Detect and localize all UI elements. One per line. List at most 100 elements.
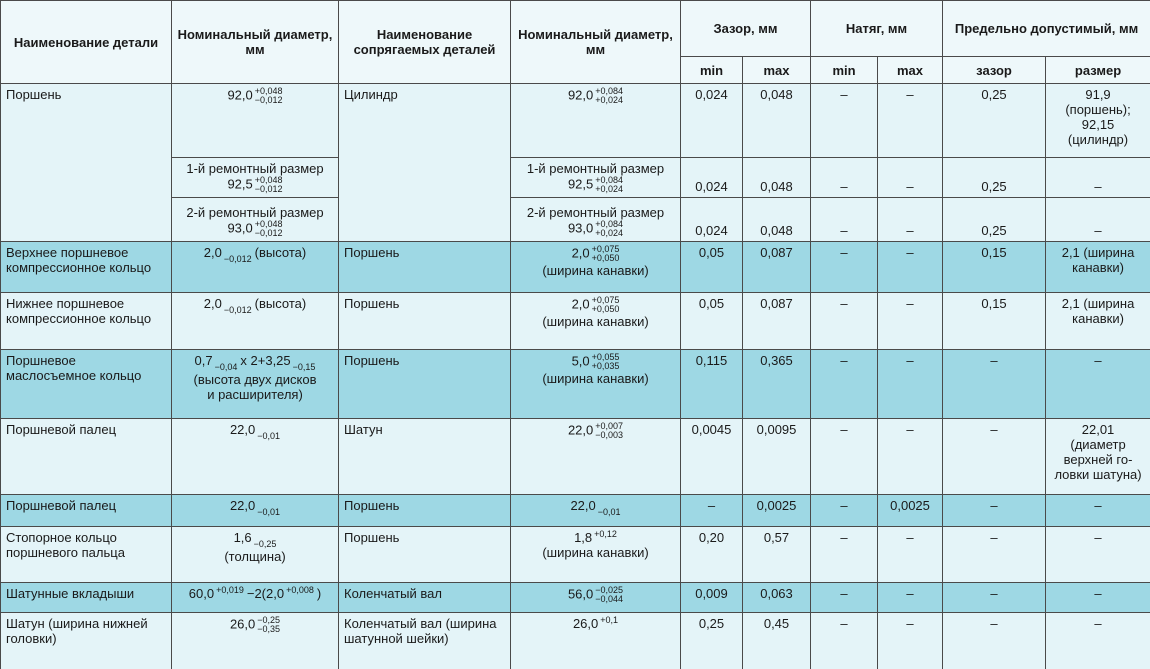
gap-min: 0,05 — [680, 241, 743, 293]
column-header: Натяг, мм — [810, 0, 944, 57]
mating-diam: 1,8 +0,12 (ширина канавки) — [510, 526, 681, 583]
gap-max: 0,048 — [741, 197, 812, 242]
lower-deviation: +0,050 — [591, 253, 620, 263]
mating-part: Поршень — [338, 241, 511, 293]
cell-line: 92,0 +0,048 −0,012 — [177, 87, 333, 105]
mating-diam: 22,0 −0,01 — [510, 494, 681, 527]
cell-text: Шатун — [344, 422, 383, 437]
mating-diam: 22,0 +0,007 −0,003 — [510, 418, 681, 495]
cell-text: – — [990, 353, 998, 368]
nominal-diameter: 1-й ремонтный размер 92,5 +0,048 −0,012 — [171, 157, 339, 198]
cell-text: 0,365 — [760, 353, 793, 368]
limit-size: 91,9 (поршень); 92,15 (цилиндр) — [1045, 83, 1150, 158]
value-text: 2,0 — [203, 245, 222, 260]
int-max: – — [877, 197, 944, 242]
int-min: – — [810, 241, 879, 293]
cell-text: Поршневой палец — [6, 422, 117, 437]
mating-diam: 2,0 +0,075 +0,050 (ширина канавки) — [510, 292, 681, 350]
lower-deviation: −0,012 — [254, 228, 283, 238]
tolerance: −0,04 — [215, 363, 238, 372]
cell-text: 0,15 — [981, 296, 1007, 311]
cell-text: Коленчатый вал — [344, 586, 442, 601]
cell-text: Поршень — [6, 87, 62, 102]
cell-text: – — [840, 530, 848, 545]
lower-deviation: +0,024 — [595, 184, 624, 194]
part-name: Шатунные вкладыши — [0, 582, 172, 613]
value-text: (высота) — [254, 296, 307, 311]
cell-text: – — [840, 223, 848, 238]
column-header: Наименование детали — [0, 0, 172, 84]
cell-text: 0,087 — [760, 296, 793, 311]
upper-deviation: +0,075 — [591, 244, 620, 254]
cell-line: 92,15 — [1081, 117, 1115, 132]
int-min: – — [810, 349, 879, 419]
cell-text: 0,115 — [695, 353, 728, 368]
tolerance: −0,012 — [224, 255, 252, 264]
gap-min: 0,009 — [680, 582, 743, 613]
limit-size: 22,01 (диаметр верхней го-ловки шатуна) — [1045, 418, 1150, 495]
cell-text: 0,05 — [698, 245, 725, 260]
nominal-diameter: 1,6 −0,25 (толщина) — [171, 526, 339, 583]
int-min: – — [810, 612, 879, 669]
cell-text: Шатунные вкладыши — [6, 586, 135, 601]
cell-line: (толщина) — [224, 549, 286, 564]
mating-diam: 2,0 +0,075 +0,050 (ширина канавки) — [510, 241, 681, 293]
cell-line: 22,0 −0,01 — [177, 498, 333, 517]
cell-text: Поршневое маслосъемное кольцо — [6, 353, 142, 383]
cell-text: – — [1094, 353, 1102, 368]
cell-text: Поршень — [344, 245, 400, 260]
gap-max: 0,0095 — [741, 418, 812, 495]
cell-text: – — [840, 87, 848, 102]
tolerance: +0,048 −0,012 — [255, 87, 283, 105]
int-min: – — [810, 494, 879, 527]
nominal-diameter: 2,0 −0,012 (высота) — [171, 292, 339, 350]
gap-min: 0,024 — [680, 197, 743, 242]
upper-deviation: +0,019 — [216, 585, 244, 595]
cell-text: 0,05 — [698, 296, 725, 311]
value-text: 22,0 — [229, 422, 256, 437]
limit-gap: 0,15 — [942, 241, 1047, 293]
table-row: Шатунные вкладыши 60,0 +0,019 −2(2,0 +0,008)… — [0, 582, 1150, 613]
int-max: – — [877, 582, 944, 613]
cell-text: Нижнее поршневое компрессионное кольцо — [6, 296, 152, 326]
lower-deviation: −0,012 — [254, 184, 283, 194]
mating-part: Поршень — [338, 292, 511, 350]
column-header: Номинальный диаметр, мм — [171, 0, 339, 84]
cell-text: 0,0025 — [890, 498, 930, 513]
value-text: 2,0 — [571, 296, 590, 312]
gap-max: 0,087 — [741, 241, 812, 293]
cell-text: – — [840, 616, 848, 631]
int-max: – — [877, 83, 944, 158]
cell-text: Поршневой палец — [6, 498, 117, 513]
limit-size: 2,1 (ширина канавки) — [1045, 292, 1150, 350]
limit-size: 2,1 (ширина канавки) — [1045, 241, 1150, 293]
gap-min: 0,20 — [680, 526, 743, 583]
cell-line: (поршень); — [1065, 102, 1131, 117]
upper-deviation: +0,055 — [591, 352, 620, 362]
tolerance: −0,01 — [598, 508, 621, 517]
value-text: 56,0 — [567, 586, 594, 602]
value-text: 93,0 — [567, 220, 594, 236]
nominal-diameter: 2-й ремонтный размер 93,0 +0,048 −0,012 — [171, 197, 339, 242]
tolerance: +0,084 +0,024 — [595, 176, 623, 194]
cell-text: Поршень — [344, 498, 400, 513]
cell-text: Стопорное кольцо поршневого пальца — [6, 530, 125, 560]
int-max: – — [877, 526, 944, 583]
tolerance: +0,048 −0,012 — [255, 176, 283, 194]
lower-deviation: −0,003 — [595, 430, 624, 440]
upper-deviation: +0,075 — [591, 295, 620, 305]
value-text: 1,8 — [574, 530, 593, 545]
cell-line: 92,5 +0,084 +0,024 — [516, 176, 675, 194]
lower-deviation: +0,024 — [595, 228, 624, 238]
limit-size: – — [1045, 157, 1150, 198]
cell-line: 2,0 −0,012 (высота) — [177, 296, 333, 315]
tolerance: +0,048 −0,012 — [255, 220, 283, 238]
value-text: 92,0 — [567, 87, 594, 103]
lower-deviation: +0,024 — [595, 95, 624, 105]
cell-text: – — [990, 530, 998, 545]
gap-min: 0,115 — [680, 349, 743, 419]
cell-text: – — [906, 530, 914, 545]
cell-text: – — [840, 422, 848, 437]
value-text: 93,0 — [227, 220, 253, 236]
